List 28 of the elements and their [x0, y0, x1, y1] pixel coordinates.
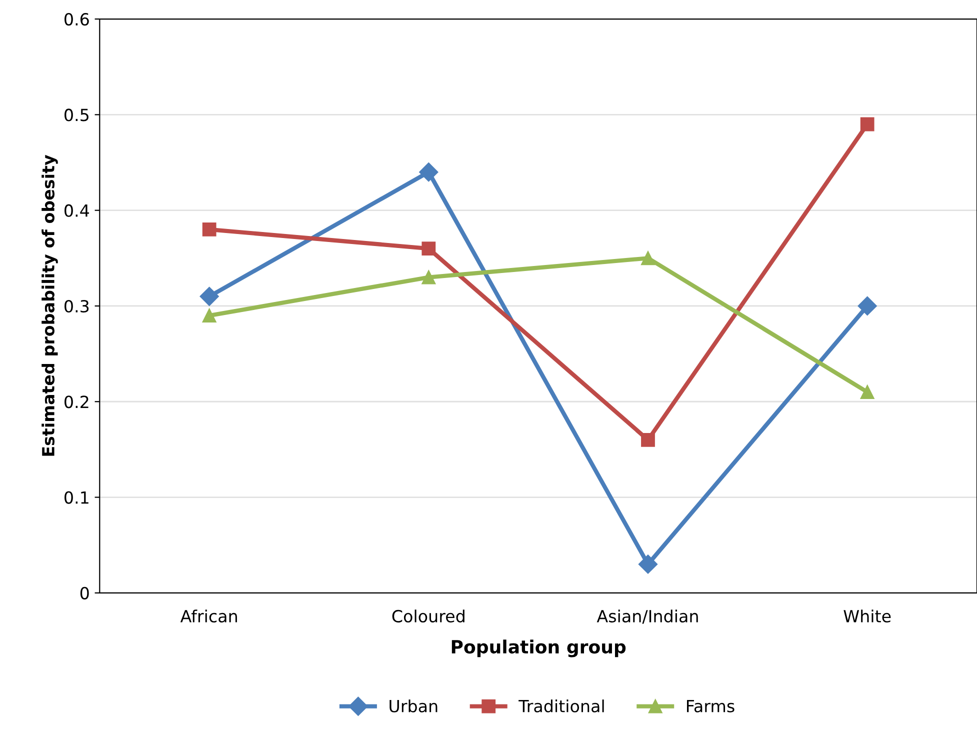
point [202, 308, 216, 322]
legend-label: Urban [390, 700, 438, 712]
y-tick-label: 0.3 [64, 300, 89, 313]
x-tick-label: African [180, 610, 237, 622]
y-tick-label: 0.1 [64, 491, 88, 504]
y-tick-label: 0 [80, 586, 89, 600]
point [638, 554, 658, 574]
point [422, 242, 436, 256]
x-tick-label: Asian/Indian [596, 610, 698, 624]
x-tick-label: White [844, 610, 891, 622]
point [200, 286, 219, 306]
y-tick-label: 0.5 [64, 108, 88, 122]
point [202, 222, 216, 236]
y-axis-title: Estimated probability of obesity [42, 154, 58, 456]
point [422, 270, 436, 284]
y-tick-label: 0.2 [64, 396, 88, 408]
y-tick-label: 0.4 [64, 204, 89, 217]
point [858, 296, 877, 316]
legend-label: Farms [687, 700, 734, 712]
point [641, 251, 655, 266]
x-axis-title: Population group [452, 640, 626, 658]
legend-label: Traditional [518, 700, 604, 712]
point [641, 432, 655, 447]
point [860, 117, 874, 132]
point [419, 162, 438, 182]
y-tick-label: 0.6 [64, 12, 89, 26]
point [860, 385, 874, 400]
x-tick-label: Coloured [392, 610, 464, 622]
